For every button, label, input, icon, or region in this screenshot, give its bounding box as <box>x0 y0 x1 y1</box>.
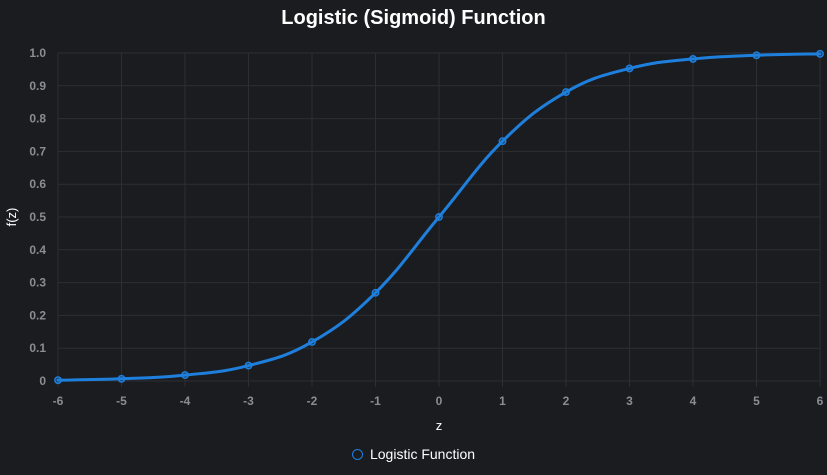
legend-circle-icon <box>351 448 363 460</box>
x-axis-ticks: -6 -5 -4 -3 -2 -1 0 1 2 3 4 5 6 <box>53 394 824 408</box>
data-point[interactable] <box>308 338 316 346</box>
data-point[interactable] <box>625 64 634 73</box>
x-tick-label: 4 <box>690 394 697 408</box>
y-tick-label: 0 <box>39 374 46 388</box>
data-point[interactable] <box>498 137 507 146</box>
data-point[interactable] <box>371 288 380 297</box>
data-point[interactable] <box>117 374 126 383</box>
data-point[interactable] <box>752 51 761 60</box>
legend-label: Logistic Function <box>369 446 476 462</box>
y-axis-label: f(z) <box>4 208 19 227</box>
x-tick-label: -6 <box>53 394 64 408</box>
x-tick-label: 2 <box>563 394 570 408</box>
data-point[interactable] <box>54 376 62 385</box>
y-axis-ticks: 0 0.1 0.2 0.3 0.4 0.5 0.6 0.7 0.8 0.9 1.0 <box>29 46 46 388</box>
data-point[interactable] <box>816 49 824 58</box>
y-tick-label: 0.3 <box>29 276 46 290</box>
y-tick-label: 0.4 <box>29 243 46 257</box>
y-tick-label: 1.0 <box>29 46 46 60</box>
x-axis-label: z <box>436 418 443 433</box>
data-point[interactable] <box>562 88 570 96</box>
chart-title: Logistic (Sigmoid) Function <box>281 7 546 29</box>
x-tick-label: 1 <box>499 394 506 408</box>
legend[interactable]: Logistic Function <box>0 446 827 462</box>
y-tick-label: 0.8 <box>29 112 46 126</box>
x-tick-label: 6 <box>817 394 824 408</box>
data-point[interactable] <box>435 213 443 221</box>
grid-lines <box>57 52 821 387</box>
y-tick-label: 0.2 <box>29 308 46 322</box>
y-tick-label: 0.6 <box>29 177 46 191</box>
x-tick-label: -1 <box>370 394 381 408</box>
y-tick-label: 0.7 <box>29 144 46 158</box>
x-tick-label: 5 <box>753 394 760 408</box>
x-tick-label: 0 <box>436 394 443 408</box>
series-line-logistic <box>56 52 822 382</box>
x-tick-label: -5 <box>116 394 127 408</box>
data-point[interactable] <box>689 54 697 63</box>
x-tick-label: -2 <box>307 394 318 408</box>
x-tick-label: -3 <box>243 394 254 408</box>
x-tick-label: 3 <box>626 394 633 408</box>
data-point[interactable] <box>244 361 253 370</box>
data-point[interactable] <box>181 371 189 380</box>
data-points <box>54 49 824 385</box>
y-tick-label: 0.5 <box>29 210 46 224</box>
x-tick-label: -4 <box>180 394 191 408</box>
y-tick-label: 0.1 <box>29 341 46 355</box>
y-tick-label: 0.9 <box>29 79 46 93</box>
